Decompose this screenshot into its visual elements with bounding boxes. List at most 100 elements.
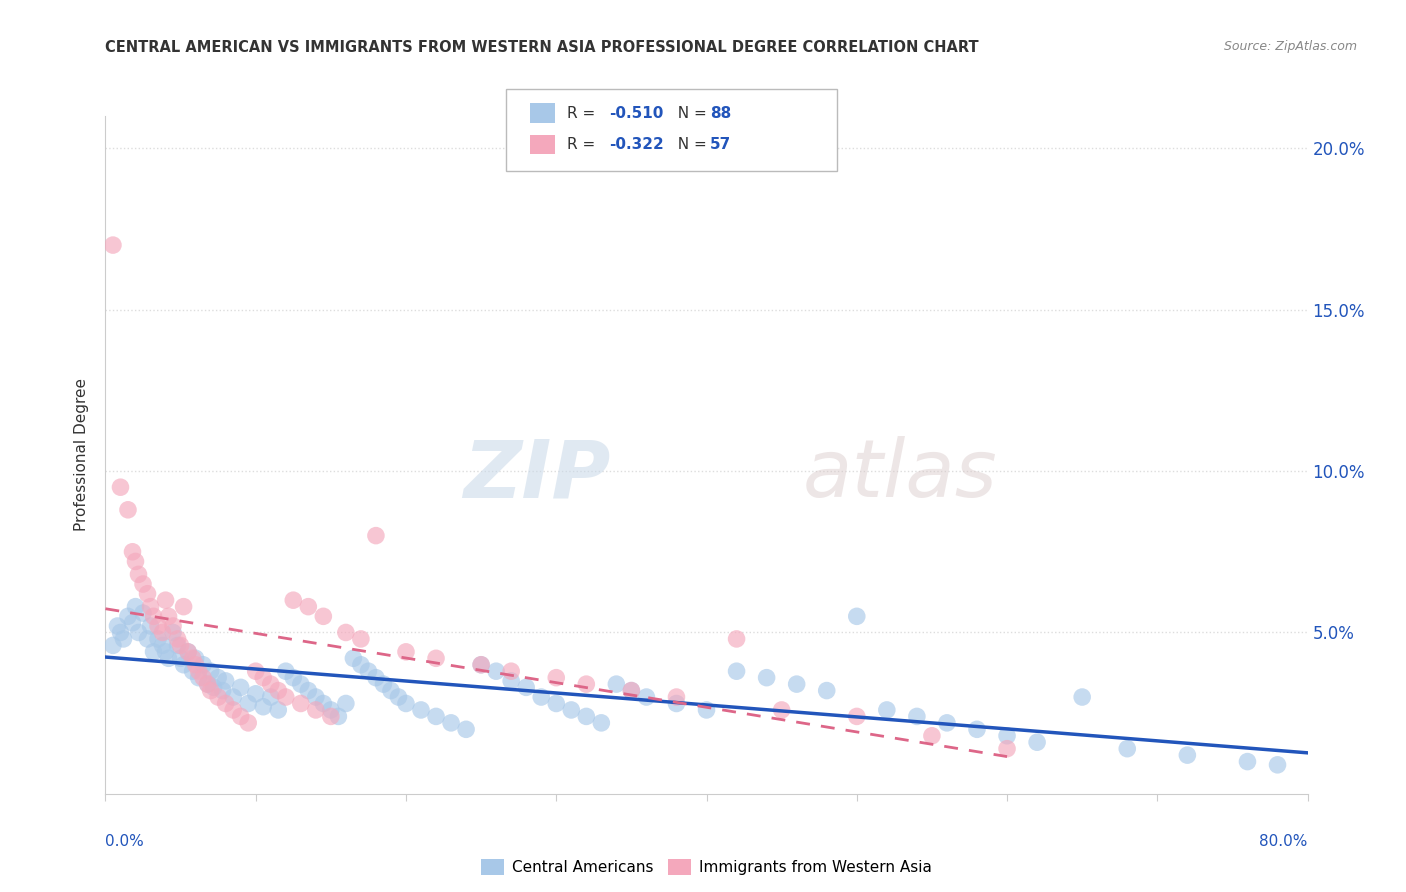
Point [187,664,209,678]
Point [470,657,492,672]
Point [575,677,598,691]
Point [936,715,959,730]
Point [725,664,748,678]
Text: Source: ZipAtlas.com: Source: ZipAtlas.com [1223,40,1357,54]
Point [485,664,508,678]
Point [350,632,373,646]
Point [515,681,537,695]
Point [966,723,988,737]
Text: ZIP: ZIP [463,436,610,515]
Point [139,619,162,633]
Point [845,609,868,624]
Point [440,715,463,730]
Point [121,615,143,630]
Point [245,687,267,701]
Point [222,703,245,717]
Point [283,593,305,607]
Point [770,703,793,717]
Point [725,632,748,646]
Point [1026,735,1049,749]
Point [146,619,169,633]
Point [132,577,155,591]
Point [297,599,319,614]
Point [425,651,447,665]
Point [177,645,200,659]
Point [117,503,139,517]
Point [214,697,236,711]
Point [380,683,402,698]
Point [335,625,357,640]
Point [173,657,195,672]
Point [620,683,643,698]
Point [191,671,214,685]
Text: R =: R = [567,106,600,120]
Point [124,554,146,568]
Point [229,709,252,723]
Point [166,632,188,646]
Point [157,609,180,624]
Point [328,709,350,723]
Point [364,528,387,542]
Point [591,715,613,730]
Point [845,709,868,723]
Point [124,599,146,614]
Point [112,632,135,646]
Point [146,632,169,646]
Point [260,690,283,704]
Point [207,671,229,685]
Point [620,683,643,698]
Point [297,683,319,698]
Legend: Central Americans, Immigrants from Western Asia: Central Americans, Immigrants from Weste… [475,853,938,881]
Point [152,625,174,640]
Point [238,715,260,730]
Point [921,729,943,743]
Text: R =: R = [567,137,600,152]
Point [121,545,143,559]
Point [425,709,447,723]
Point [101,238,124,252]
Point [110,480,132,494]
Point [530,690,553,704]
Point [335,697,357,711]
Point [139,599,162,614]
Point [350,657,373,672]
Point [202,681,225,695]
Point [252,699,274,714]
Point [173,599,195,614]
Point [260,677,283,691]
Point [546,671,568,685]
Text: atlas: atlas [803,436,997,515]
Text: 88: 88 [710,106,731,120]
Point [162,619,184,633]
Point [162,625,184,640]
Point [312,697,335,711]
Point [319,709,342,723]
Text: N =: N = [668,106,711,120]
Point [207,690,229,704]
Point [283,671,305,685]
Point [995,729,1018,743]
Point [200,683,222,698]
Point [373,677,395,691]
Point [128,567,150,582]
Point [319,703,342,717]
Point [575,709,598,723]
Point [305,690,328,704]
Text: -0.322: -0.322 [609,137,664,152]
Point [501,673,523,688]
Point [342,651,364,665]
Point [177,645,200,659]
Point [364,671,387,685]
Point [636,690,658,704]
Point [155,645,177,659]
Point [1071,690,1094,704]
Point [290,697,312,711]
Point [128,625,150,640]
Point [395,645,418,659]
Point [305,703,328,717]
Point [905,709,928,723]
Text: 80.0%: 80.0% [1260,834,1308,849]
Point [157,651,180,665]
Point [136,632,159,646]
Point [605,677,627,691]
